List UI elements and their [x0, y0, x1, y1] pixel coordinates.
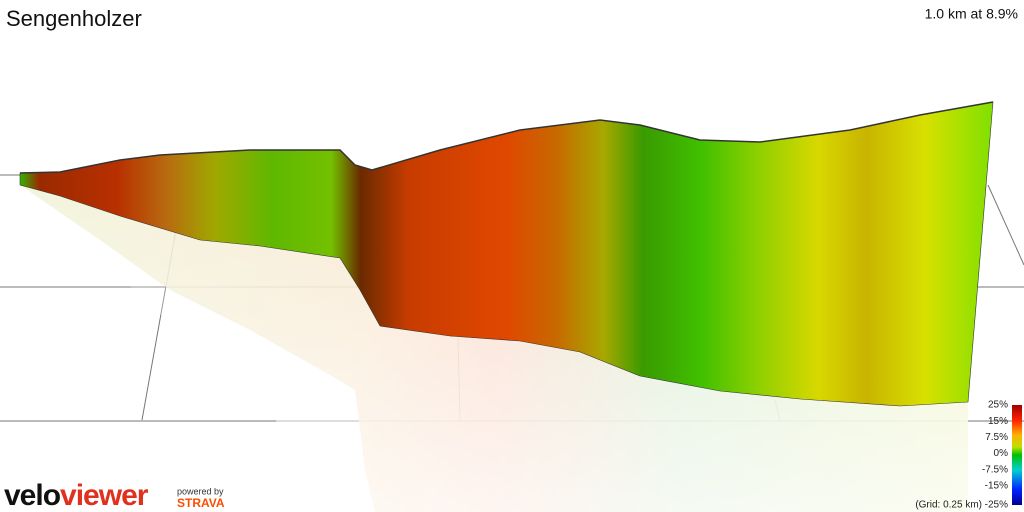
logo-part: velo: [4, 479, 61, 512]
legend-label: 7.5%: [985, 432, 1008, 443]
grid-note: (Grid: 0.25 km): [915, 500, 982, 511]
segment-title: Sengenholzer: [6, 6, 142, 31]
legend-label: 15%: [988, 416, 1008, 427]
powered-by: powered by: [177, 486, 224, 496]
legend-labels: 25% 15% 7.5% 0% -7.5% -15% -25%: [982, 400, 1008, 511]
legend-label: -15%: [985, 480, 1008, 491]
legend-label: -25%: [985, 500, 1008, 511]
logo: veloviewer: [4, 479, 149, 512]
legend-label: -7.5%: [982, 464, 1008, 475]
grid-line: [987, 184, 1024, 266]
logo-part: viewer: [60, 479, 149, 512]
legend-label: 0%: [994, 448, 1009, 459]
legend-label: 25%: [988, 400, 1008, 411]
legend-color-bar: [1012, 405, 1022, 505]
shadow-fade: [20, 185, 968, 512]
ribbon-top-edge: [19, 101, 994, 174]
strava-logo: STRAVA: [177, 496, 225, 510]
segment-summary: 1.0 km at 8.9%: [925, 6, 1018, 22]
